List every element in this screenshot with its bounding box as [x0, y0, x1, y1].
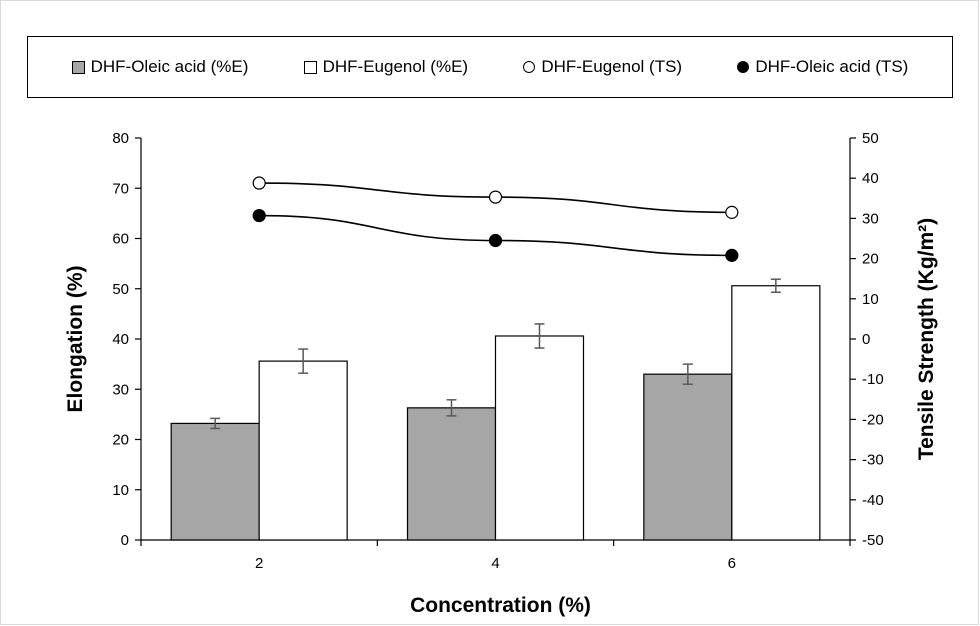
legend-marker-oleic-ts — [737, 61, 750, 73]
point-dhf-oleic-acid-ts — [252, 208, 266, 223]
bar-dhf-eugenol-e — [731, 285, 821, 541]
x-axis-title: Concentration (%) — [410, 594, 591, 617]
y-left-tick-label: 40 — [112, 331, 129, 348]
legend-swatch-oleic-e — [71, 60, 85, 74]
y-left-tick-label: 80 — [112, 130, 129, 147]
y-left-tick-label: 10 — [112, 482, 129, 499]
x-tick-label: 4 — [491, 555, 499, 572]
x-tick-label: 6 — [728, 555, 736, 572]
point-dhf-eugenol-ts — [488, 190, 503, 204]
y-right-tick-label: -40 — [862, 492, 884, 509]
y-right-tick-label: 30 — [862, 210, 879, 227]
legend-item-eugenol-e: DHF-Eugenol (%E) — [303, 57, 469, 77]
point-dhf-oleic-acid-ts — [725, 248, 739, 262]
y-right-tick-label: 40 — [862, 170, 879, 187]
point-dhf-eugenol-ts — [725, 205, 739, 219]
y-right-tick-label: 0 — [862, 331, 870, 348]
y-left-tick-label: 0 — [121, 532, 129, 549]
legend-swatch-eugenol-e — [303, 60, 317, 74]
point-dhf-eugenol-ts — [252, 176, 266, 190]
y-left-tick-label: 60 — [112, 231, 129, 248]
bar-dhf-oleic-acid-e — [170, 422, 260, 541]
y-right-tick-label: -20 — [862, 411, 884, 428]
legend-item-oleic-ts: DHF-Oleic acid (TS) — [737, 57, 908, 77]
bar-dhf-oleic-acid-e — [643, 373, 733, 541]
y-axis-left-title: Elongation (%) — [64, 266, 87, 413]
legend-label-eugenol-e: DHF-Eugenol (%E) — [322, 57, 469, 76]
y-right-tick-label: -30 — [862, 452, 884, 469]
y-right-tick-label: 20 — [862, 251, 879, 268]
y-left-tick-label: 50 — [112, 281, 129, 298]
y-left-tick-label: 20 — [112, 432, 129, 449]
legend-label-oleic-ts: DHF-Oleic acid (TS) — [755, 57, 909, 76]
y-right-tick-label: -10 — [862, 371, 884, 388]
bar-dhf-eugenol-e — [258, 360, 348, 541]
bar-dhf-eugenol-e — [494, 335, 585, 541]
legend-item-oleic-e: DHF-Oleic acid (%E) — [71, 57, 249, 77]
y-right-tick-label: 10 — [862, 291, 879, 308]
y-left-tick-label: 30 — [112, 381, 129, 398]
y-right-tick-label: -50 — [862, 532, 884, 549]
bar-dhf-oleic-acid-e — [406, 407, 497, 541]
legend-label-eugenol-ts: DHF-Eugenol (TS) — [541, 57, 683, 76]
y-axis-right-title: Tensile Strength (Kg/m²) — [915, 218, 938, 460]
chart-legend: DHF-Oleic acid (%E) DHF-Eugenol (%E) DHF… — [27, 36, 953, 98]
legend-marker-eugenol-ts — [523, 61, 536, 73]
legend-label-oleic-e: DHF-Oleic acid (%E) — [90, 57, 249, 76]
legend-item-eugenol-ts: DHF-Eugenol (TS) — [523, 57, 682, 77]
y-right-tick-label: 50 — [862, 130, 879, 147]
point-dhf-oleic-acid-ts — [488, 233, 503, 248]
x-tick-label: 2 — [255, 555, 263, 572]
y-left-tick-label: 70 — [112, 180, 129, 197]
